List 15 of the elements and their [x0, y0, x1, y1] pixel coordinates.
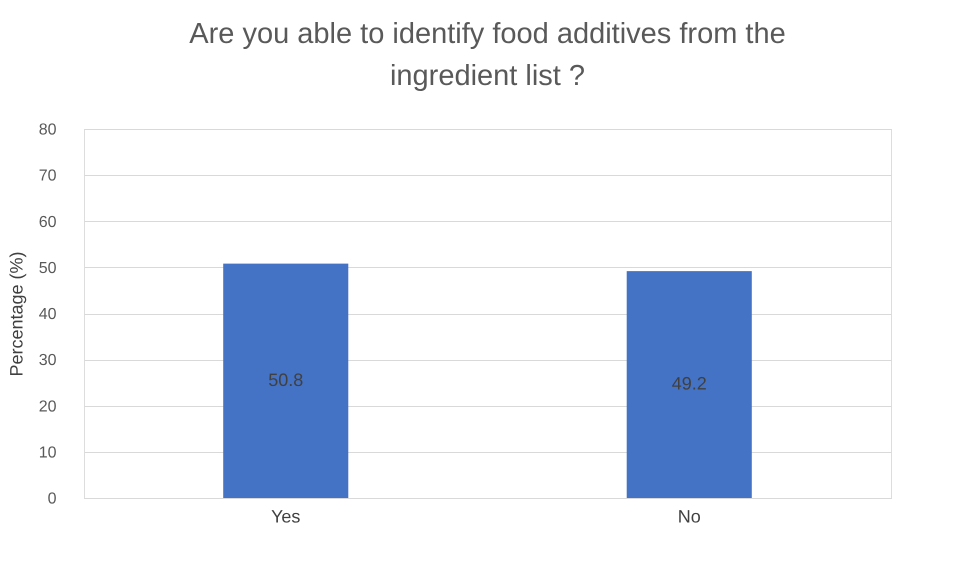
data-label: 50.8 [268, 370, 304, 390]
x-tick-label: Yes [271, 506, 300, 526]
y-tick-label: 60 [38, 214, 57, 231]
y-tick-label: 10 [38, 444, 57, 462]
y-tick-label: 70 [38, 168, 57, 185]
y-tick-label: 30 [38, 352, 57, 370]
y-tick-label: 20 [38, 398, 57, 416]
y-axis-title: Percentage (%) [6, 251, 27, 377]
chart-title: Are you able to identify food additives from the ingredient list ? [189, 18, 786, 92]
y-tick-label: 40 [38, 306, 57, 323]
y-tick-label: 0 [48, 490, 57, 508]
x-tick-label: No [678, 506, 701, 526]
y-tick-label: 80 [38, 122, 57, 138]
data-label: 49.2 [672, 374, 707, 394]
y-tick-label: 50 [38, 260, 57, 277]
